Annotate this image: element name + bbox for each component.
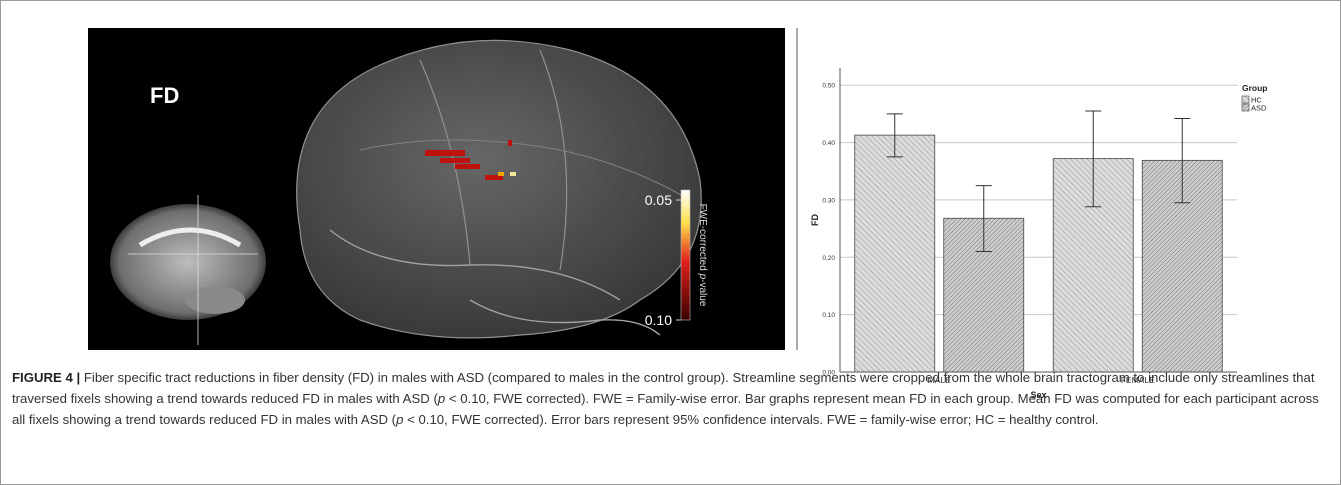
- colorbar-title: FWE-corrected p-value: [697, 204, 708, 307]
- legend-swatch: [1241, 103, 1250, 112]
- error-bar: [1085, 110, 1102, 208]
- x-tick-label: FEMALE: [1121, 375, 1155, 385]
- colorbar-tick-label: 0.05: [645, 192, 672, 208]
- x-tick-label: MALE: [928, 375, 951, 385]
- bar: [854, 134, 936, 373]
- colorbar-tick-label: 0.10: [645, 312, 672, 328]
- caption-text: < 0.10, FWE corrected). Error bars repre…: [403, 411, 1099, 427]
- legend-swatch: [1241, 95, 1250, 104]
- colorbar: [680, 189, 691, 321]
- sagittal-slice: [110, 195, 266, 345]
- colorbar-title-part: FWE-corrected: [697, 204, 708, 274]
- y-tick-label: 0.20: [822, 255, 835, 262]
- y-tick-label: 0.40: [822, 140, 835, 147]
- y-axis-label: FD: [810, 214, 820, 226]
- y-tick-label: 0.00: [822, 370, 835, 377]
- caption-text: p: [437, 390, 446, 406]
- colorbar-title-part: -value: [697, 279, 708, 307]
- image-label: FD: [150, 83, 179, 108]
- y-tick-label: 0.50: [822, 83, 835, 90]
- caption-text: < 0.10, FWE corrected). FWE = Family-wis…: [12, 390, 1319, 427]
- caption-text: p: [396, 411, 404, 427]
- caption: FIGURE 4 | Fiber specific tract reductio…: [12, 368, 1330, 430]
- y-tick-label: 0.10: [822, 312, 835, 319]
- error-bar: [975, 185, 992, 253]
- legend-label: HC: [1251, 96, 1262, 105]
- error-bar: [886, 113, 903, 158]
- brain-render: [296, 39, 702, 339]
- caption-text: Fiber specific tract reductions in fiber…: [12, 370, 1315, 406]
- error-bar: [1174, 117, 1191, 204]
- legend-label: ASD: [1251, 104, 1267, 113]
- caption-label: FIGURE 4 |: [12, 370, 81, 385]
- x-axis-label: Sex: [1030, 390, 1046, 400]
- legend-title: Group: [1242, 83, 1268, 93]
- y-tick-label: 0.30: [822, 197, 835, 204]
- colorbar-title-part: p: [697, 273, 708, 280]
